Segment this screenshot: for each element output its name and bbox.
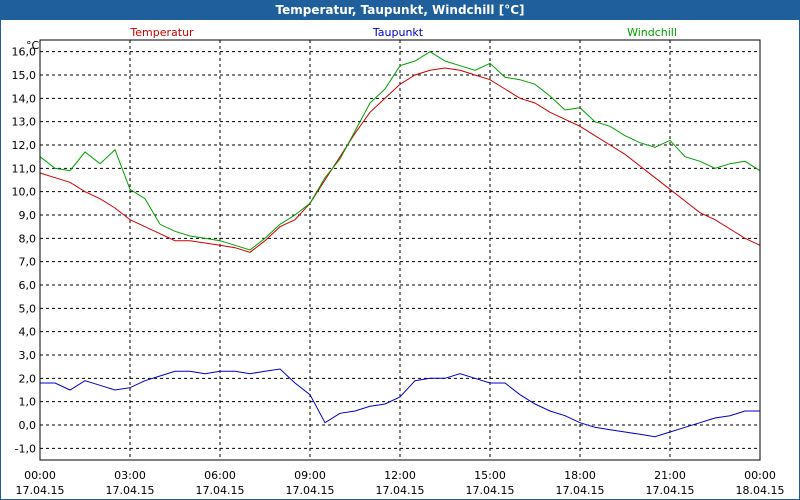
x-tick-date: 17.04.15 xyxy=(286,484,335,497)
x-tick-time: 12:00 xyxy=(384,469,416,482)
x-tick-date: 17.04.15 xyxy=(376,484,425,497)
y-tick-label: 8,0 xyxy=(19,232,37,245)
y-tick-label: 1,0 xyxy=(19,396,37,409)
series-line-temperatur xyxy=(39,67,761,253)
y-tick-label: 16,0 xyxy=(12,46,37,59)
y-tick-label: -1,0 xyxy=(15,442,36,455)
x-tick-time: 03:00 xyxy=(114,469,146,482)
x-tick-date: 17.04.15 xyxy=(196,484,245,497)
series-line-taupunkt xyxy=(40,368,760,438)
legend-label-windchill: Windchill xyxy=(627,26,677,39)
x-tick-date: 17.04.15 xyxy=(106,484,155,497)
series-line-windchill xyxy=(39,51,761,251)
y-tick-label: 10,0 xyxy=(12,186,37,199)
y-tick-label: 12,0 xyxy=(12,139,37,152)
x-tick-time: 09:00 xyxy=(294,469,326,482)
y-tick-label: 7,0 xyxy=(19,256,37,269)
x-tick-time: 06:00 xyxy=(204,469,236,482)
y-tick-label: 2,0 xyxy=(19,372,37,385)
x-tick-time: 00:00 xyxy=(24,469,56,482)
y-tick-label: 5,0 xyxy=(19,302,37,315)
x-tick-date: 17.04.15 xyxy=(556,484,605,497)
y-tick-label: 0,0 xyxy=(19,419,37,432)
x-tick-time: 15:00 xyxy=(474,469,506,482)
grid xyxy=(40,40,760,460)
plot-area-border xyxy=(39,39,761,461)
legend-label-taupunkt: Taupunkt xyxy=(372,26,424,39)
y-tick-label: 4,0 xyxy=(19,326,37,339)
y-tick-label: 3,0 xyxy=(19,349,37,362)
window-title: Temperatur, Taupunkt, Windchill [°C] xyxy=(0,0,800,20)
x-tick-date: 18.04.15 xyxy=(736,484,785,497)
y-tick-label: 14,0 xyxy=(12,92,37,105)
x-tick-time: 00:00 xyxy=(744,469,776,482)
y-tick-label: 11,0 xyxy=(12,162,37,175)
x-tick-time: 18:00 xyxy=(564,469,596,482)
series-lines xyxy=(39,51,761,438)
y-tick-label: 6,0 xyxy=(19,279,37,292)
x-tick-time: 21:00 xyxy=(654,469,686,482)
x-tick-date: 17.04.15 xyxy=(466,484,515,497)
legend-label-temperatur: Temperatur xyxy=(129,26,194,39)
y-tick-label: 13,0 xyxy=(12,116,37,129)
x-tick-date: 17.04.15 xyxy=(646,484,695,497)
y-tick-label: 15,0 xyxy=(12,69,37,82)
y-tick-label: 9,0 xyxy=(19,209,37,222)
legend: Temperatur Taupunkt Windchill xyxy=(129,26,677,39)
axis-labels: -1,0 0,0 1,0 2,0 3,0 4,0 5,0 6,0 7,0 8,0 9,0 10,0 11… xyxy=(12,46,785,497)
y-unit-label: °C xyxy=(26,39,40,52)
x-tick-date: 17.04.15 xyxy=(16,484,65,497)
